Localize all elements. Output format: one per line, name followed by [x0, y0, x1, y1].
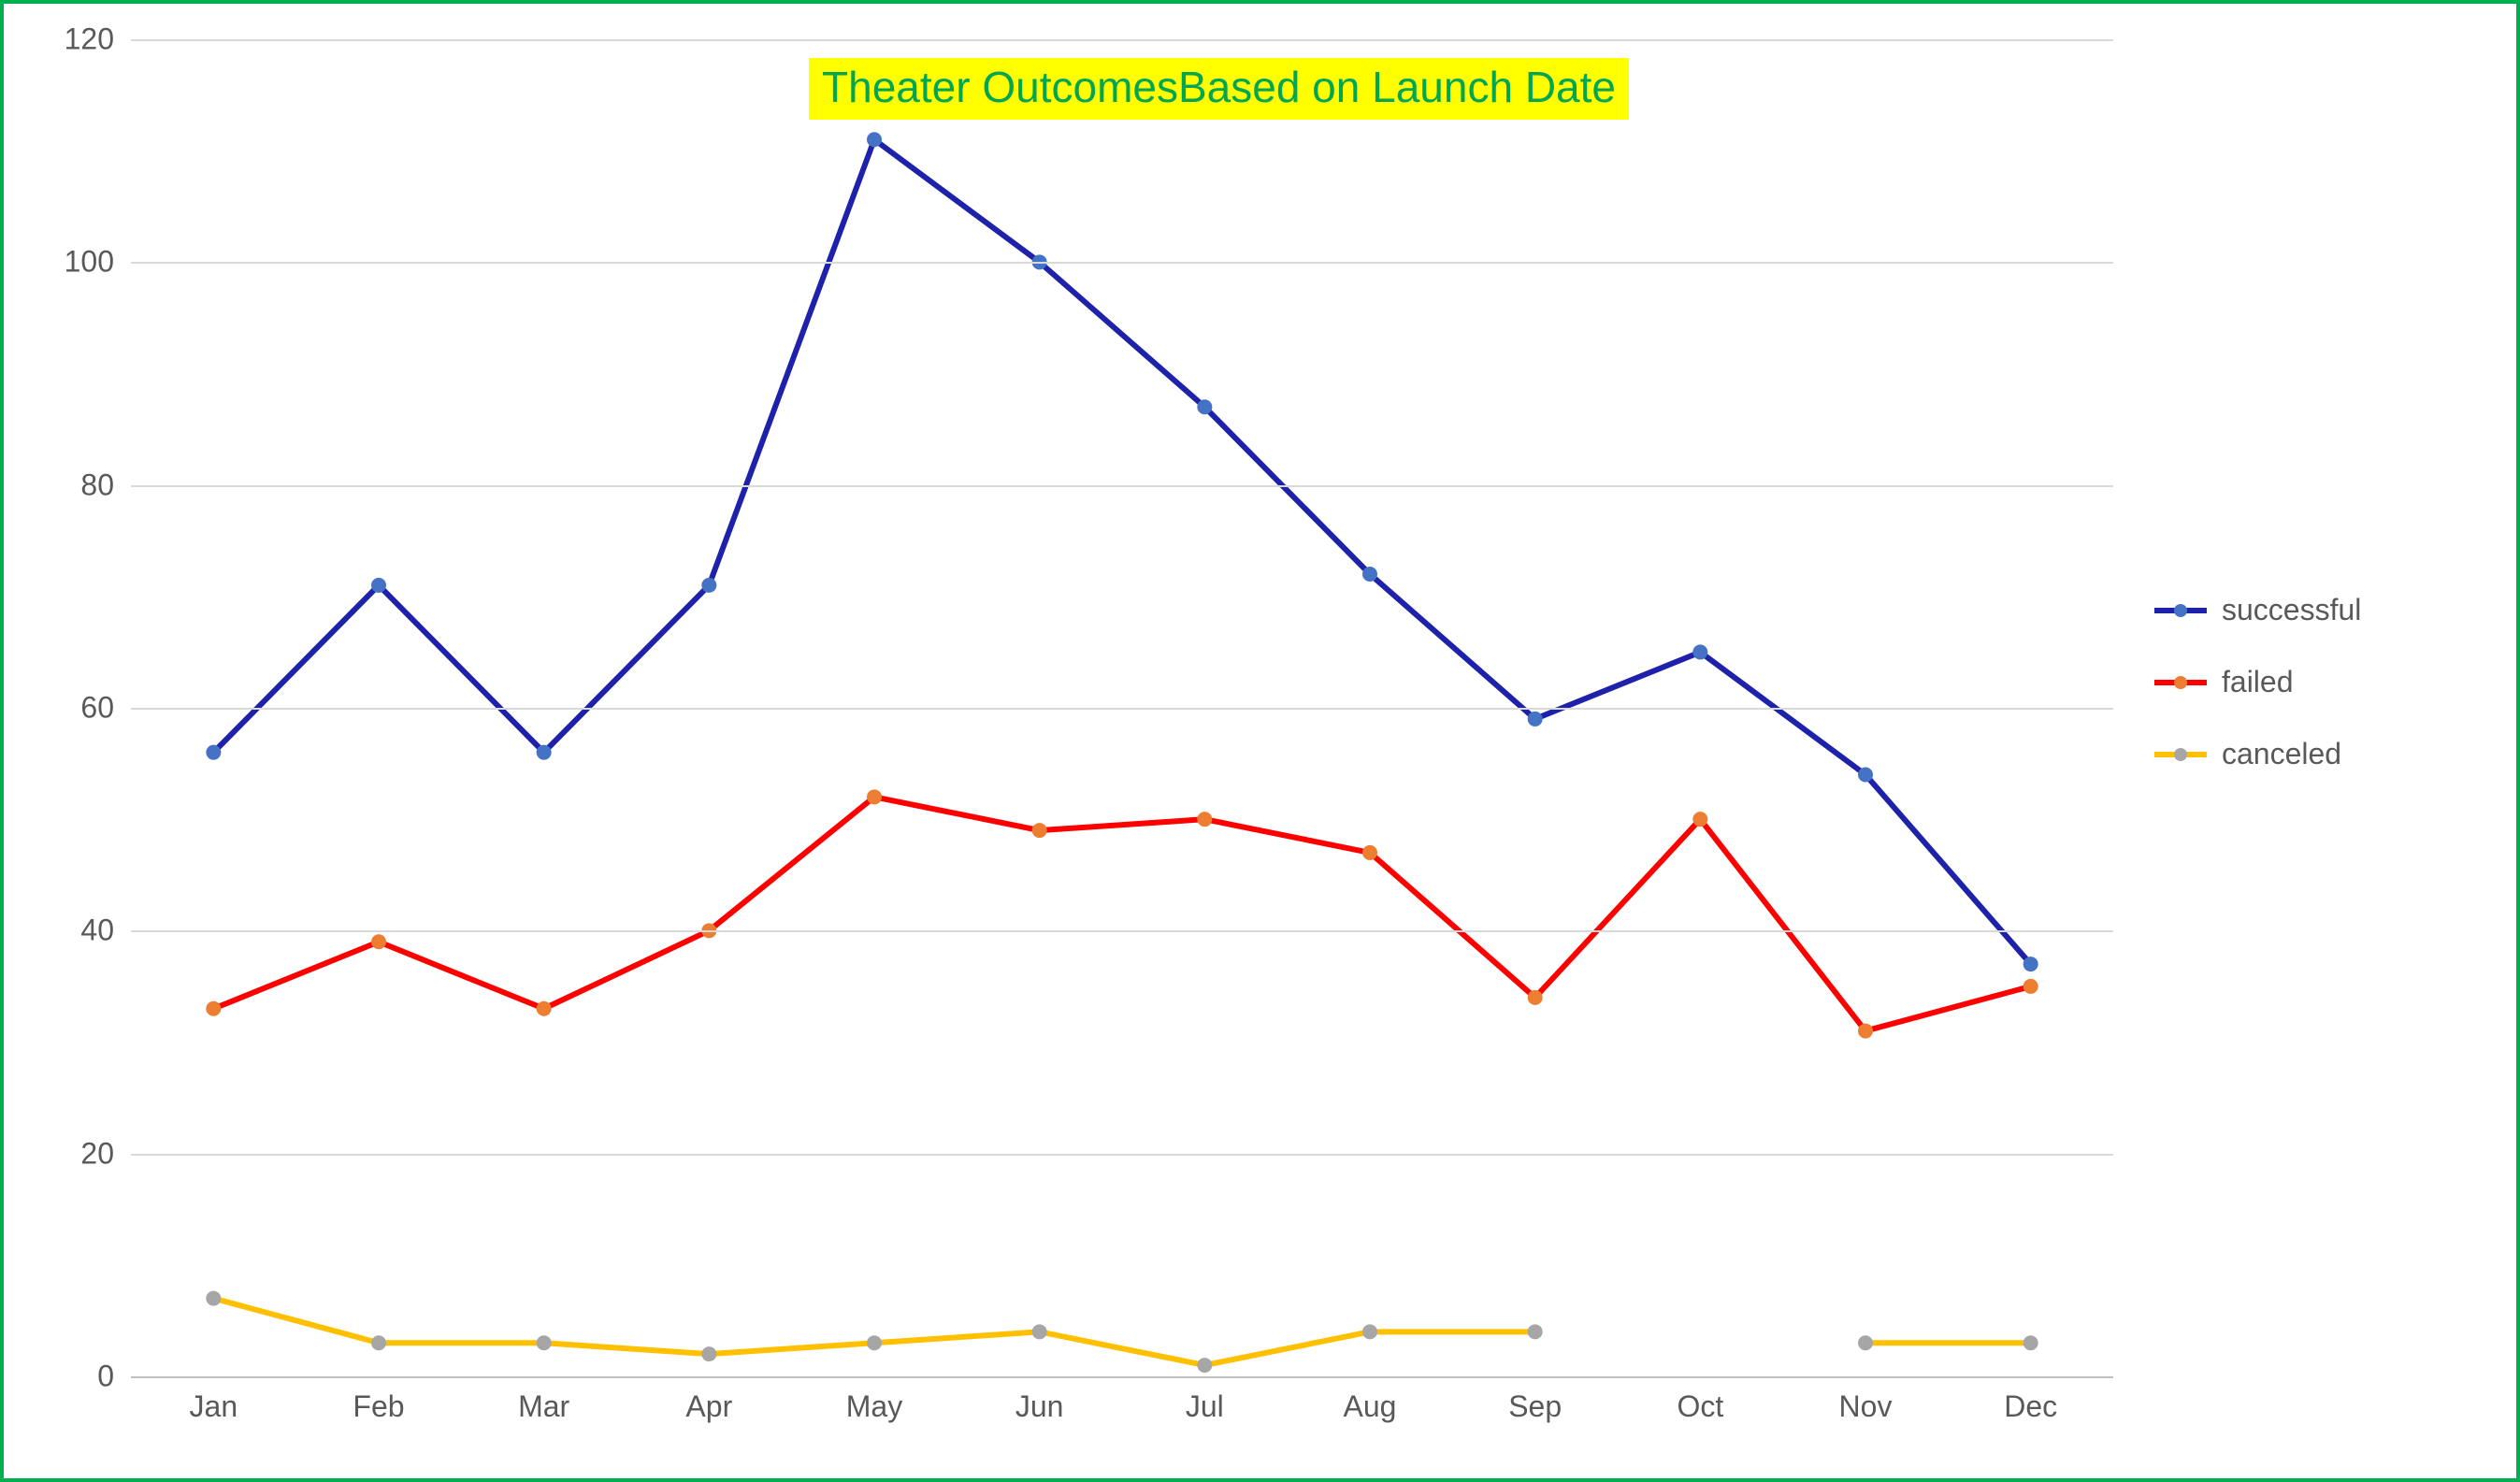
- series-marker-failed: [1362, 845, 1377, 860]
- y-tick-label: 120: [65, 22, 131, 57]
- series-marker-successful: [701, 578, 716, 593]
- series-marker-failed: [1197, 812, 1212, 827]
- x-tick-label: Aug: [1344, 1376, 1397, 1424]
- series-marker-successful: [867, 132, 882, 147]
- x-tick-label: Jan: [190, 1376, 238, 1424]
- series-marker-canceled: [1528, 1324, 1543, 1339]
- series-marker-canceled: [206, 1291, 221, 1306]
- legend-swatch: [2154, 604, 2207, 617]
- legend-item-successful: successful: [2154, 593, 2361, 627]
- x-tick-label: Oct: [1677, 1376, 1723, 1424]
- series-marker-successful: [1197, 399, 1212, 414]
- series-marker-successful: [2023, 957, 2038, 971]
- series-marker-failed: [1692, 812, 1707, 827]
- gridline: [131, 930, 2113, 932]
- series-marker-canceled: [537, 1335, 552, 1350]
- series-marker-successful: [1692, 644, 1707, 659]
- legend-item-failed: failed: [2154, 665, 2361, 699]
- series-line-failed: [213, 797, 2030, 1030]
- y-tick-label: 20: [80, 1136, 131, 1171]
- x-tick-label: Feb: [353, 1376, 404, 1424]
- x-tick-label: Jul: [1186, 1376, 1224, 1424]
- series-marker-canceled: [2023, 1335, 2038, 1350]
- gridline: [131, 485, 2113, 487]
- plot-area: 020406080100120JanFebMarAprMayJunJulAugS…: [131, 39, 2113, 1376]
- y-tick-label: 80: [80, 468, 131, 502]
- series-marker-successful: [1858, 768, 1873, 783]
- x-tick-label: Mar: [518, 1376, 569, 1424]
- x-tick-label: Jun: [1015, 1376, 1064, 1424]
- line-chart: 0 20 40 60 80 100 120 Jan Feb Mar Apr May Jun Jul Aug S…: [0, 0, 2520, 1482]
- legend-swatch: [2154, 676, 2207, 689]
- series-marker-canceled: [1858, 1335, 1873, 1350]
- x-tick-label: Sep: [1508, 1376, 1562, 1424]
- legend: successful failed canceled: [2154, 593, 2361, 809]
- series-marker-canceled: [371, 1335, 386, 1350]
- x-tick-label: Apr: [685, 1376, 732, 1424]
- series-marker-successful: [1362, 567, 1377, 582]
- series-marker-canceled: [1362, 1324, 1377, 1339]
- series-marker-failed: [867, 789, 882, 804]
- series-marker-failed: [1032, 823, 1047, 838]
- y-tick-label: 40: [80, 914, 131, 948]
- gridline: [131, 262, 2113, 264]
- legend-label: successful: [2222, 593, 2361, 627]
- series-marker-failed: [537, 1001, 552, 1016]
- gridline: [131, 708, 2113, 710]
- series-line-canceled: [213, 1299, 1534, 1366]
- chart-title: Theater OutcomesBased on Launch Date: [809, 58, 1629, 120]
- series-marker-successful: [537, 745, 552, 760]
- y-tick-label: 0: [97, 1360, 131, 1394]
- y-tick-label: 100: [65, 245, 131, 280]
- legend-swatch: [2154, 748, 2207, 761]
- gridline: [131, 1376, 2113, 1378]
- series-marker-successful: [206, 745, 221, 760]
- x-tick-label: May: [846, 1376, 902, 1424]
- gridline: [131, 39, 2113, 41]
- series-marker-canceled: [1197, 1358, 1212, 1373]
- series-marker-canceled: [701, 1346, 716, 1361]
- series-marker-canceled: [867, 1335, 882, 1350]
- y-tick-label: 60: [80, 691, 131, 726]
- series-marker-failed: [206, 1001, 221, 1016]
- x-tick-label: Nov: [1839, 1376, 1893, 1424]
- series-marker-successful: [371, 578, 386, 593]
- series-marker-failed: [2023, 979, 2038, 994]
- series-marker-failed: [371, 934, 386, 949]
- legend-item-canceled: canceled: [2154, 737, 2361, 771]
- series-marker-canceled: [1032, 1324, 1047, 1339]
- series-marker-failed: [1528, 990, 1543, 1005]
- legend-label: canceled: [2222, 737, 2341, 771]
- x-tick-label: Dec: [2004, 1376, 2057, 1424]
- legend-label: failed: [2222, 665, 2294, 699]
- gridline: [131, 1154, 2113, 1156]
- series-marker-failed: [1858, 1024, 1873, 1039]
- series-marker-successful: [1528, 712, 1543, 727]
